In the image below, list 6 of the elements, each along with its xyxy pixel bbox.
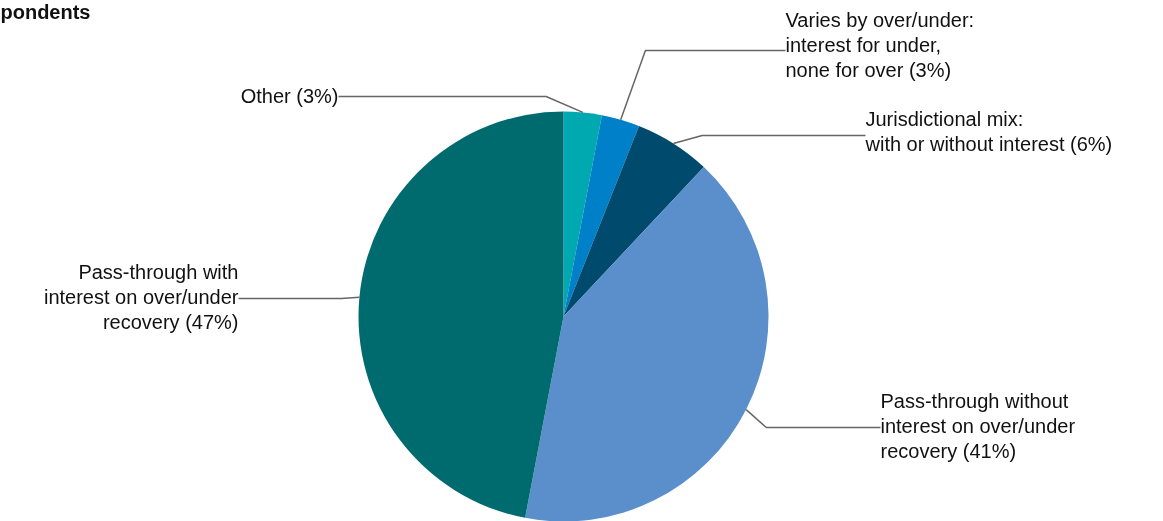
- chart-title: pondents: [0, 0, 91, 23]
- slice-label: Jurisdictional mix: with or without interest (6%): [864, 107, 1113, 155]
- slice-label: Pass-through with interest on over/under recovery (47%): [43, 260, 239, 334]
- slice-label: Other (3%): [240, 84, 339, 107]
- slice-label: Pass-through without interest on over/under recovery (41%): [880, 389, 1076, 463]
- slice-label: Varies by over/under: interest for under, none for over (3%): [785, 8, 975, 82]
